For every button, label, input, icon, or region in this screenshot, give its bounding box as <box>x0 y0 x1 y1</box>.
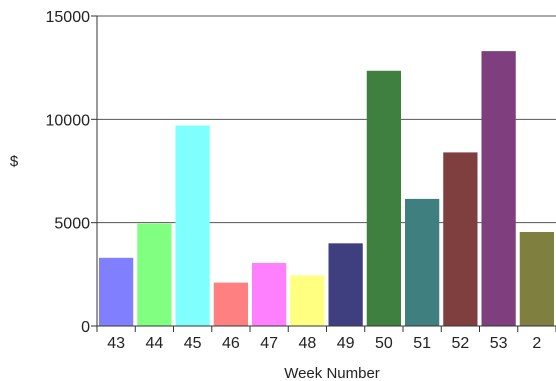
bar-week-47 <box>252 262 287 326</box>
x-tick-label: 46 <box>222 335 240 352</box>
bar-week-2 <box>519 231 554 326</box>
x-axis-label: Week Number <box>284 365 380 381</box>
bar-week-48 <box>290 275 325 326</box>
bar-week-50 <box>366 70 401 327</box>
y-tick-label: 10000 <box>46 112 91 129</box>
x-tick-label: 47 <box>260 335 278 352</box>
bar-week-43 <box>99 257 134 326</box>
x-tick-label: 2 <box>532 335 541 352</box>
bar-week-44 <box>137 223 172 326</box>
bar-week-45 <box>175 125 210 327</box>
x-tick-label: 48 <box>298 335 316 352</box>
y-tick-label: 0 <box>81 319 90 336</box>
bar-week-52 <box>443 152 478 326</box>
x-tick-label: 52 <box>451 335 469 352</box>
y-tick-label: 5000 <box>54 216 90 233</box>
x-tick-label: 44 <box>145 335 163 352</box>
x-tick-label: 43 <box>107 335 125 352</box>
x-tick-label: 50 <box>375 335 393 352</box>
x-tick-labels: 43 44 45 46 47 48 49 50 51 52 53 2 <box>107 335 541 352</box>
y-axis-label: $ <box>10 153 19 170</box>
x-tick-label: 45 <box>184 335 202 352</box>
bar-week-49 <box>328 243 363 326</box>
bars <box>99 51 554 327</box>
bar-week-51 <box>405 198 440 326</box>
x-tick-label: 53 <box>490 335 508 352</box>
axes <box>91 15 556 332</box>
bar-week-53 <box>481 51 516 327</box>
y-tick-labels: 0 5000 10000 15000 <box>46 9 91 336</box>
x-tick-label: 49 <box>337 335 355 352</box>
gridlines <box>97 15 556 224</box>
bar-week-46 <box>213 282 248 326</box>
y-tick-label: 15000 <box>46 9 91 26</box>
x-tick-label: 51 <box>413 335 431 352</box>
